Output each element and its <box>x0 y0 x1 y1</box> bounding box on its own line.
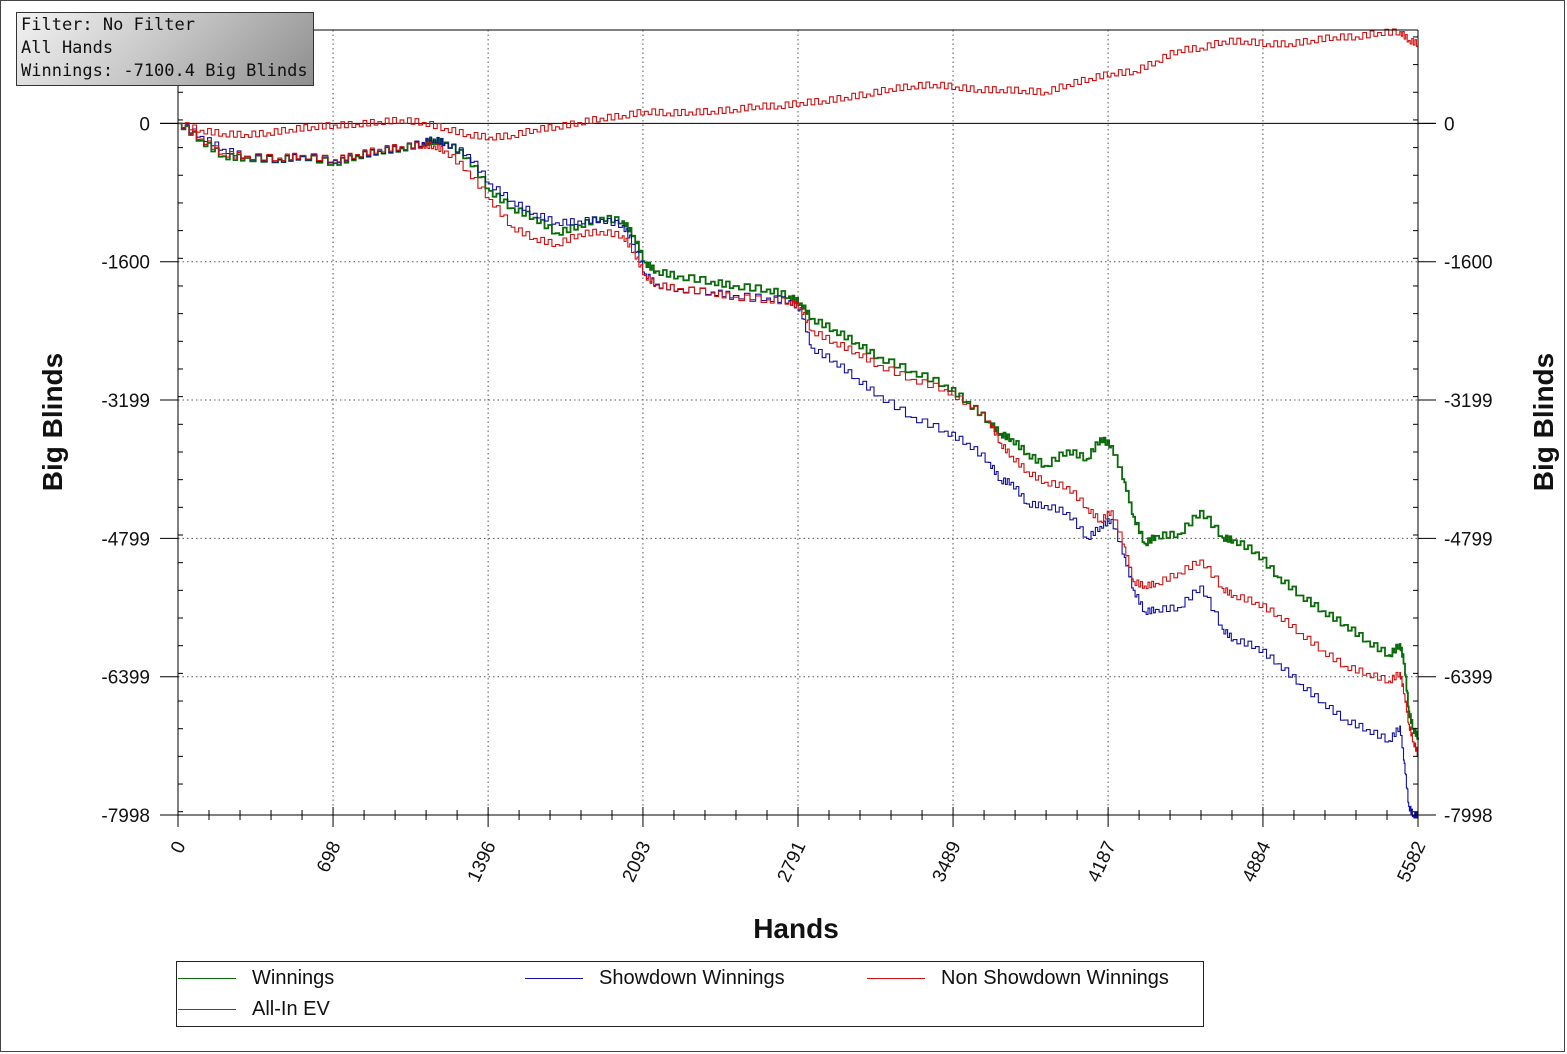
y-tick-label-left: -1600 <box>101 253 150 274</box>
legend-item-showdown-winnings: Showdown Winnings <box>525 963 785 993</box>
x-tick-label: 4187 <box>1084 838 1121 885</box>
winnings-summary: Winnings: -7100.4 Big Blinds <box>21 61 308 81</box>
legend-item-all-in-ev: All-In EV <box>178 994 330 1024</box>
y-tick-label-left: -7998 <box>101 806 150 827</box>
legend-label: All-In EV <box>252 997 330 1020</box>
ticks <box>160 36 1436 827</box>
series-line-2 <box>178 122 1419 819</box>
legend-label: Showdown Winnings <box>599 966 785 989</box>
filter-info-box: Filter: No Filter All Hands Winnings: -7… <box>16 12 314 86</box>
x-axis-title: Hands <box>753 913 839 944</box>
series-line-4 <box>178 28 1419 141</box>
grid <box>178 30 1419 815</box>
y-tick-label-left: -3199 <box>101 391 150 412</box>
y-tick-label-right: -3199 <box>1444 391 1493 412</box>
y-tick-label-left: 0 <box>139 114 150 135</box>
x-tick-label: 2791 <box>774 838 811 885</box>
chart-legend: Winnings Showdown Winnings Non Showdown … <box>176 961 1204 1027</box>
y-axis-title-left: Big Blinds <box>37 353 68 491</box>
legend-item-winnings: Winnings <box>178 963 334 993</box>
legend-label: Non Showdown Winnings <box>941 966 1169 989</box>
legend-item-non-showdown-winnings: Non Showdown Winnings <box>867 963 1169 993</box>
x-tick-label: 1396 <box>464 838 501 885</box>
x-tick-label: 5582 <box>1394 838 1431 885</box>
y-tick-label-right: 0 <box>1444 114 1455 135</box>
x-tick-label: 698 <box>313 838 345 876</box>
legend-label: Winnings <box>252 966 335 989</box>
legend-swatch <box>178 1008 236 1010</box>
y-axis-title-right: Big Blinds <box>1528 353 1559 491</box>
x-tick-label: 4884 <box>1239 838 1276 886</box>
y-tick-label-right: -6399 <box>1444 668 1493 689</box>
tick-labels: 0 0 -1600 -1600 -3199 -3199 -4799 -4799 -6399 -63… <box>101 114 1492 885</box>
y-tick-label-right: -1600 <box>1444 253 1493 274</box>
y-tick-label-right: -7998 <box>1444 806 1493 827</box>
y-tick-label-left: -4799 <box>101 529 150 550</box>
legend-swatch <box>867 977 925 979</box>
legend-swatch <box>525 977 583 979</box>
x-tick-label: 3489 <box>929 838 966 885</box>
x-tick-label: 0 <box>167 838 191 856</box>
hands-label: All Hands <box>21 38 114 58</box>
y-tick-label-right: -4799 <box>1444 529 1493 550</box>
series-lines <box>178 28 1419 819</box>
x-tick-label: 2093 <box>619 838 656 885</box>
series-line-3 <box>178 122 1419 757</box>
axes <box>177 29 1419 816</box>
legend-swatch <box>178 977 236 979</box>
y-tick-label-left: -6399 <box>101 668 150 689</box>
filter-label: Filter: No Filter <box>21 15 195 35</box>
